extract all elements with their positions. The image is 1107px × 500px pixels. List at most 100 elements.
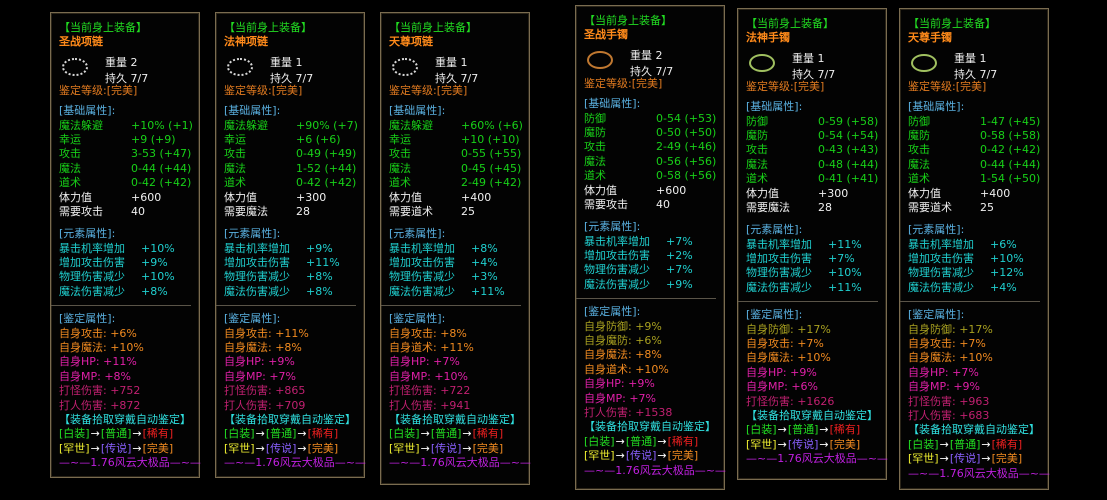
element-attribute-row: 暴击机率增加 +8%: [389, 242, 529, 256]
divider: [51, 305, 191, 307]
attr-name: 自身攻击:: [224, 326, 272, 340]
quality-step: [普通]: [430, 427, 462, 441]
quality-step: →: [981, 437, 991, 451]
element-attribute-row: 增加攻击伤害 +2%: [584, 249, 724, 263]
quality-step: [普通]: [100, 427, 132, 441]
server-footer: —~—1.76风云大极品—~—: [908, 466, 1050, 480]
quality-step: →: [615, 434, 625, 448]
appraisal-grade: 鉴定等级:[完美]: [224, 83, 303, 97]
item-stats: 重量 2 持久 7/7: [105, 54, 148, 86]
quality-step: [传说]: [100, 441, 132, 455]
item-name: 圣战项链: [59, 35, 103, 49]
attr-name: 自身HP:: [389, 355, 430, 369]
quality-chain-1: [白装]→[普通]→[稀有]: [224, 427, 364, 441]
quality-step: [白装]: [746, 423, 777, 437]
appraisal-attribute-row: 自身魔法: +8%: [224, 341, 364, 355]
appraisal-attribute-row: 自身攻击: +11%: [224, 327, 364, 341]
auto-appraise-note: 【装备拾取穿戴自动鉴定】: [584, 420, 716, 434]
attr-value: +7%: [666, 234, 693, 248]
item-summary: 重量 1 持久 7/7: [389, 54, 529, 86]
attr-value: +4%: [990, 280, 1017, 294]
quality-step: [稀有]: [829, 423, 861, 437]
attr-name: 自身攻击:: [908, 337, 956, 351]
necklace-icon: [389, 54, 419, 78]
attr-value: 1-47 (+45): [980, 114, 1041, 128]
ring-shape: [227, 57, 253, 76]
attr-name: 自身魔防:: [584, 334, 632, 348]
durability-line: 持久 7/7: [105, 70, 148, 86]
appraisal-attribute-row: 自身HP: +11%: [59, 355, 199, 369]
basic-attribute-row: 防御 0-54 (+53): [584, 112, 724, 126]
quality-chain-1: [白装]→[普通]→[稀有]: [908, 438, 1048, 452]
attr-value: 0-44 (+44): [980, 157, 1041, 171]
basic-attribute-row: 魔法躲避 +10% (+1): [59, 119, 199, 133]
attr-value: 2-49 (+42): [461, 176, 522, 190]
attr-value: +8%: [306, 284, 333, 298]
attr-name: 魔法: [908, 157, 930, 171]
element-attribute-row: 物理伤害减少 +12%: [908, 266, 1048, 280]
attr-name: 打怪伤害:: [389, 384, 437, 398]
attr-value: 40: [656, 197, 670, 211]
attr-name: 打怪伤害:: [908, 394, 956, 408]
requirement-row: 需要魔法 28: [224, 205, 364, 219]
attr-name: 魔法躲避: [59, 118, 103, 132]
attr-value: +8%: [306, 270, 333, 284]
attr-value: +8%: [635, 348, 662, 362]
appraisal-attribute-row: 自身攻击: +8%: [389, 327, 529, 341]
quality-step: [罕世]: [584, 449, 615, 463]
attr-value: +683: [959, 408, 990, 422]
quality-step: →: [462, 427, 472, 441]
attr-name: 物理伤害减少: [224, 270, 290, 284]
attr-value: 1-54 (+50): [980, 172, 1041, 186]
quality-step: →: [297, 427, 307, 441]
attr-name: 物理伤害减少: [59, 270, 125, 284]
appraisal-attribute-row: 自身防御: +9%: [584, 320, 724, 334]
item-stats: 重量 1 持久 7/7: [435, 54, 478, 86]
element-attribute-row: 增加攻击伤害 +9%: [59, 256, 199, 270]
auto-appraise-note: 【装备拾取穿戴自动鉴定】: [224, 412, 356, 426]
quality-step: [罕世]: [746, 437, 777, 451]
attr-value: +1626: [797, 394, 835, 408]
attr-value: 0-41 (+41): [818, 172, 879, 186]
appraisal-attribute-row: 自身MP: +7%: [584, 392, 724, 406]
attr-value: 0-58 (+56): [656, 169, 717, 183]
quality-step: [稀有]: [307, 427, 339, 441]
attr-name: 自身HP:: [746, 365, 787, 379]
attr-value: +722: [440, 384, 471, 398]
equipped-header: 【当前身上装备】: [746, 17, 834, 30]
basic-attribute-row: 幸运 +9 (+9): [59, 133, 199, 147]
attr-value: 1-52 (+44): [296, 161, 357, 175]
element-attribute-row: 物理伤害减少 +10%: [59, 270, 199, 284]
quality-chain-2: [罕世]→[传说]→[完美]: [908, 452, 1048, 466]
quality-step: [白装]: [584, 434, 615, 448]
appraisal-attributes-title: [鉴定属性]:: [746, 308, 803, 322]
attr-value: +2%: [666, 249, 693, 263]
item-summary: 重量 2 持久 7/7: [584, 47, 724, 78]
item-stats: 重量 1 持久 7/7: [792, 50, 835, 82]
attr-name: 魔法: [59, 161, 81, 175]
appraisal-attribute-row: 自身攻击: +7%: [746, 337, 886, 351]
basic-attributes-title: [基础属性]:: [59, 104, 116, 118]
attr-name: 魔法伤害减少: [908, 280, 974, 294]
appraisal-attribute-row: 自身攻击: +6%: [59, 327, 199, 341]
item-summary: 重量 1 持久 7/7: [224, 54, 364, 86]
attr-value: +7%: [269, 369, 297, 383]
attr-name: 需要道术: [908, 200, 952, 214]
attr-name: 魔法躲避: [389, 118, 433, 132]
attr-name: 自身HP:: [908, 365, 949, 379]
appraisal-attribute-row: 自身HP: +9%: [224, 355, 364, 369]
attr-value: +17%: [959, 322, 993, 336]
attr-value: 0-50 (+50): [656, 125, 717, 139]
attr-name: 自身攻击:: [389, 326, 437, 340]
element-attribute-row: 暴击机率增加 +9%: [224, 242, 364, 256]
quality-step: [稀有]: [667, 434, 699, 448]
durability-line: 持久 7/7: [270, 70, 313, 86]
attr-name: 暴击机率增加: [746, 237, 812, 251]
appraisal-attribute-row: 打怪伤害: +1626: [746, 395, 886, 409]
equipped-header: 【当前身上装备】: [224, 21, 312, 34]
quality-step: [完美]: [142, 441, 174, 455]
quality-step: [普通]: [787, 423, 819, 437]
quality-step: →: [615, 449, 625, 463]
quality-step: →: [132, 441, 142, 455]
quality-chain-1: [白装]→[普通]→[稀有]: [584, 435, 724, 449]
